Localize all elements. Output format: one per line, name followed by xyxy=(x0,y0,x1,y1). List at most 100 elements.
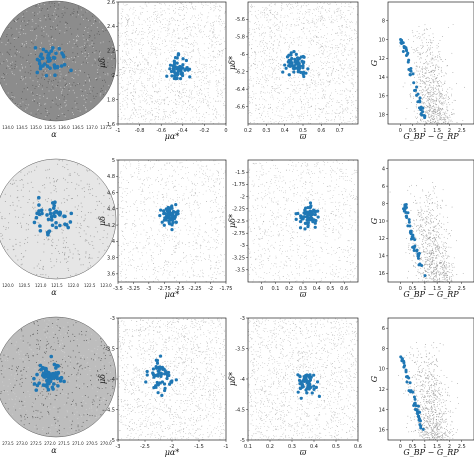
plx-field-point xyxy=(338,70,340,71)
plx-field-point xyxy=(352,88,354,89)
sky-field-star xyxy=(85,101,87,103)
pm-field-point xyxy=(148,2,150,4)
cmd-field-point xyxy=(422,98,424,99)
pm-field-point xyxy=(122,94,124,96)
sky-field-star xyxy=(33,208,35,210)
cmd-field-point xyxy=(416,49,417,51)
pm-field-point xyxy=(141,28,143,29)
pm-field-point xyxy=(146,103,147,105)
pm-field-point xyxy=(221,95,223,96)
plx-field-point xyxy=(336,20,338,22)
sky-field-star xyxy=(54,247,56,249)
plx-field-point xyxy=(321,6,323,8)
pm-field-point xyxy=(179,92,181,94)
cmd-field-point xyxy=(435,66,436,68)
pm-field-point xyxy=(133,72,135,73)
cmd-field-point xyxy=(428,35,430,37)
sky-field-star xyxy=(14,182,16,184)
pm-field-point xyxy=(212,114,214,116)
cmd-field-point xyxy=(426,89,428,90)
plx-field-point xyxy=(292,116,294,118)
cmd-field-point xyxy=(426,107,428,109)
plx-field-point xyxy=(300,96,302,97)
sky-field-star xyxy=(70,85,72,87)
plx-field-point xyxy=(259,98,260,100)
plx-field-point xyxy=(281,9,282,11)
plx-field-point xyxy=(310,37,312,39)
pm-field-point xyxy=(156,54,158,56)
plx-field-point xyxy=(302,4,304,6)
sky-field-star xyxy=(45,19,47,21)
sky-field-star xyxy=(46,237,48,239)
pm-field-point xyxy=(208,12,210,14)
cmd-field-point xyxy=(423,103,425,105)
cmd-field-point xyxy=(435,90,437,92)
plx-field-point xyxy=(256,81,257,82)
pm-field-point xyxy=(190,118,192,120)
cmd-field-point xyxy=(451,52,453,54)
sky-field-star xyxy=(85,252,87,254)
plx-field-point xyxy=(306,64,308,66)
pm-field-point xyxy=(144,101,146,103)
sky-field-star xyxy=(34,29,36,31)
plx-field-point xyxy=(301,102,302,104)
pm-field-point xyxy=(184,92,186,93)
sky-field-star xyxy=(75,44,77,46)
sky-field-star xyxy=(105,224,107,226)
pm-field-point xyxy=(135,31,136,33)
plx-field-point xyxy=(277,12,278,13)
cmd-field-point xyxy=(445,116,447,118)
cmd-field-point xyxy=(420,119,421,121)
plx-ytick-label: -6.6 xyxy=(235,104,245,110)
plx-field-point xyxy=(328,80,330,82)
pm-field-point xyxy=(132,103,134,104)
cmd-field-point xyxy=(415,65,417,67)
pm-field-point xyxy=(142,33,144,35)
cmd-field-point xyxy=(448,119,450,121)
pm-field-point xyxy=(181,100,183,102)
pm-field-point xyxy=(130,41,132,43)
pm-field-point xyxy=(149,74,151,76)
pm-field-point xyxy=(148,78,150,80)
plx-field-point xyxy=(280,16,282,18)
pm-field-point xyxy=(127,59,129,61)
pm-field-point xyxy=(126,55,128,56)
plx-field-point xyxy=(291,117,293,119)
sky-field-star xyxy=(38,86,40,88)
pm-field-point xyxy=(125,32,126,33)
plx-field-point xyxy=(302,23,304,25)
pm-field-point xyxy=(221,64,222,66)
cmd-field-point xyxy=(432,36,434,38)
sky-field-star xyxy=(80,227,82,229)
sky-field-star xyxy=(75,16,77,18)
plx-field-point xyxy=(308,40,310,42)
pm-field-point xyxy=(198,31,200,32)
pm-field-point xyxy=(189,32,191,34)
cmd-field-point xyxy=(440,117,442,119)
sky-field-star xyxy=(25,98,27,100)
sky-field-star xyxy=(79,110,81,112)
sky-field-star xyxy=(32,92,34,94)
plx-field-point xyxy=(339,64,341,66)
plx-field-point xyxy=(318,10,320,12)
sky-field-star xyxy=(96,231,98,233)
plx-field-point xyxy=(332,78,333,80)
cmd-field-point xyxy=(423,96,425,98)
sky-field-star xyxy=(64,115,66,117)
pm-field-point xyxy=(141,90,143,92)
sky-disc xyxy=(0,0,117,122)
sky-field-star xyxy=(2,238,4,240)
sky-field-star xyxy=(76,45,78,47)
pm-field-point xyxy=(133,91,135,93)
cmd-field-point xyxy=(425,107,427,109)
pm-field-point xyxy=(181,118,182,120)
sky-field-star xyxy=(73,39,75,41)
pm-field-point xyxy=(172,90,174,92)
plx-field-point xyxy=(301,84,303,85)
cmd-field-point xyxy=(407,39,409,41)
cmd-field-point xyxy=(424,28,426,30)
cmd-field-point xyxy=(439,91,441,93)
pm-field-point xyxy=(223,20,225,22)
pm-field-point xyxy=(139,96,141,98)
sky-field-star xyxy=(14,96,16,98)
